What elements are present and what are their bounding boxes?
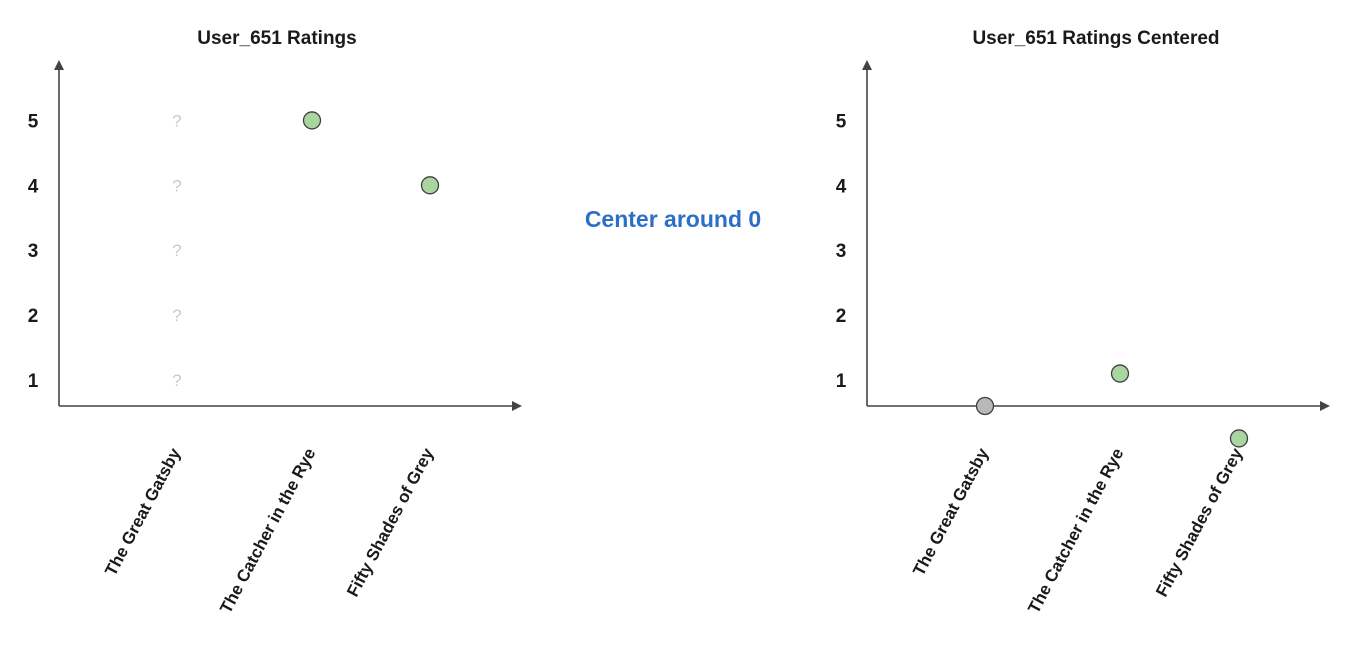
rating-point [420, 176, 440, 195]
x-category-label: Fifty Shades of Grey [343, 444, 438, 599]
y-tick-label: 2 [28, 306, 39, 327]
rating-point [302, 111, 322, 130]
x-category-label: The Catcher in the Rye [216, 445, 319, 617]
chart-title: User_651 Ratings Centered [972, 28, 1219, 49]
unknown-rating-mark: ? [172, 176, 181, 195]
unknown-rating-mark: ? [172, 306, 181, 325]
chart-title: User_651 Ratings [197, 28, 356, 49]
y-tick-label: 4 [836, 176, 847, 197]
rating-point [1110, 364, 1130, 383]
y-tick-label: 3 [836, 241, 847, 262]
x-category-label: Fifty Shades of Grey [1152, 444, 1247, 599]
y-tick-label: 5 [28, 111, 39, 132]
y-tick-label: 2 [836, 306, 847, 327]
x-category-label: The Great Gatsby [101, 444, 185, 579]
y-tick-label: 1 [836, 371, 847, 392]
y-tick-label: 3 [28, 241, 39, 262]
centered-ratings-chart: User_651 Ratings Centered 1 2 3 4 5 The Great… [836, 28, 1330, 617]
rating-point [1229, 429, 1249, 448]
y-tick-label: 5 [836, 111, 847, 132]
unknown-rating-mark: ? [172, 241, 181, 260]
zero-rating-point [975, 396, 995, 416]
unknown-rating-mark: ? [172, 111, 181, 130]
unknown-rating-mark: ? [172, 371, 181, 390]
x-category-label: The Catcher in the Rye [1024, 445, 1127, 617]
y-tick-label: 4 [28, 176, 39, 197]
original-ratings-chart: User_651 Ratings 1 2 3 4 5 The Great Gatsby Th… [28, 28, 522, 617]
transform-label: Center around 0 [585, 206, 761, 232]
y-tick-label: 1 [28, 371, 39, 392]
x-category-label: The Great Gatsby [909, 444, 993, 579]
